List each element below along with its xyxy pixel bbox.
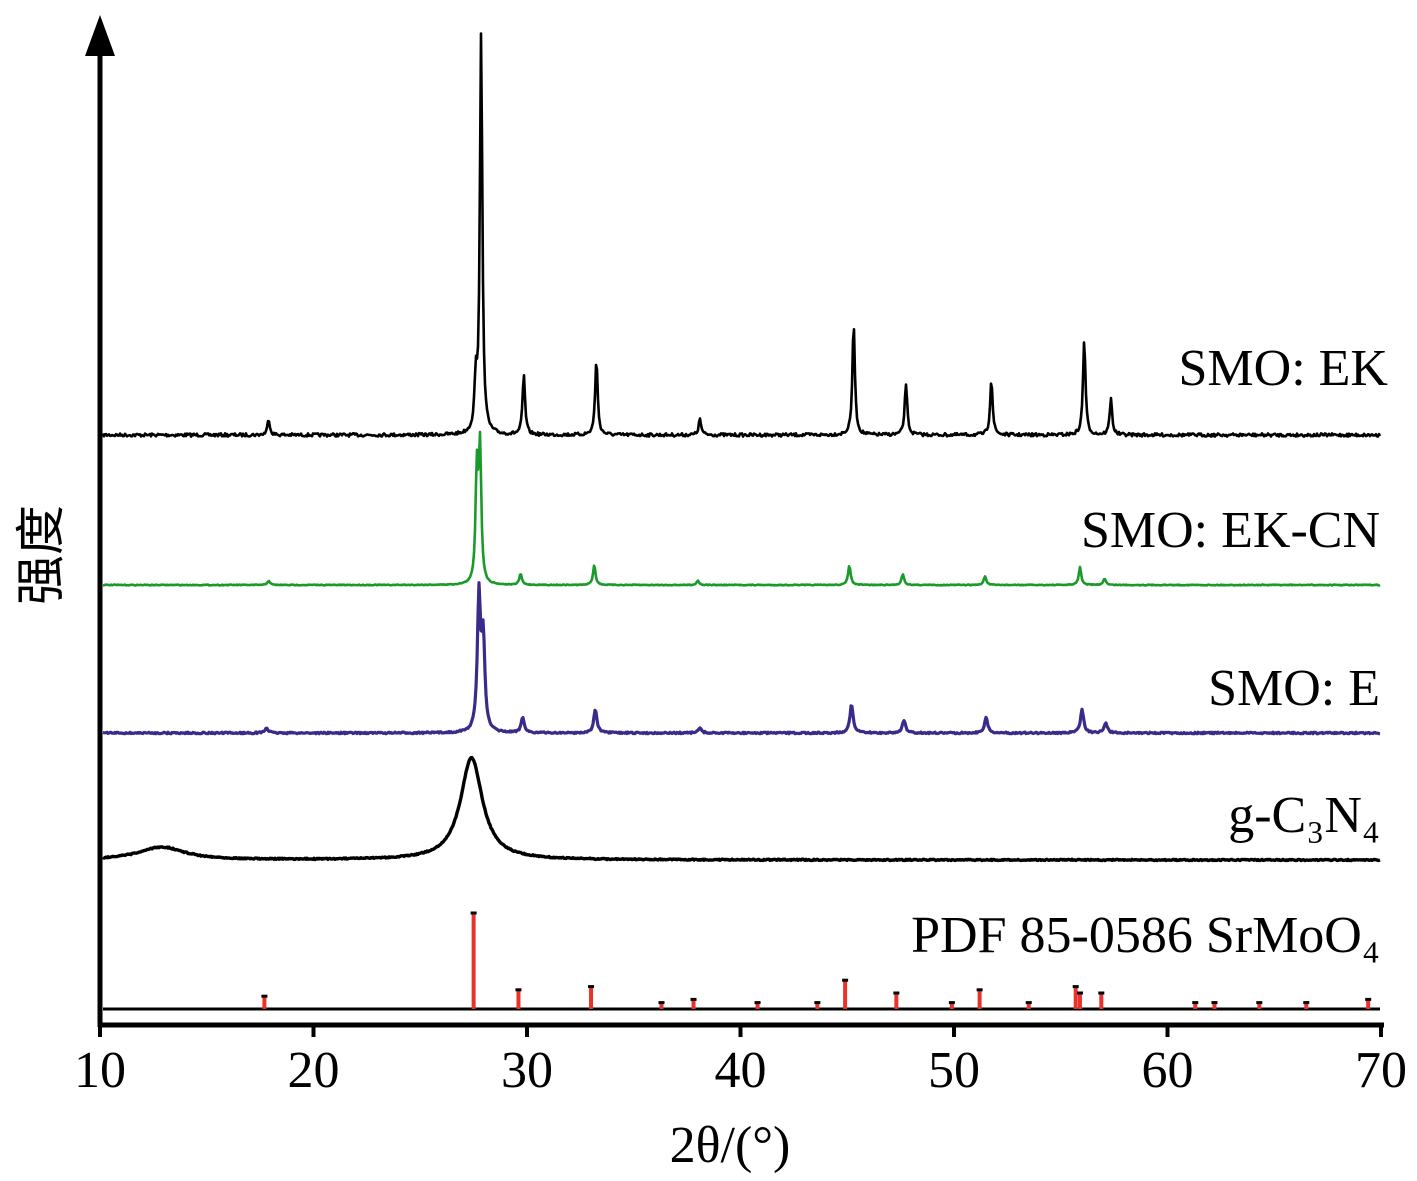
series-line-3	[101, 755, 1381, 863]
axes: 10 20 30 40 50 60 70	[74, 15, 1407, 1099]
series-1	[102, 430, 1381, 587]
y-axis-label: 强度	[12, 505, 70, 605]
series-label-0: SMO: EK	[1179, 340, 1389, 397]
x-axis-label: 2θ/(°)	[670, 1117, 791, 1174]
series-0	[101, 32, 1382, 438]
series-group	[101, 32, 1382, 1011]
series-line-1	[102, 430, 1381, 587]
x-tick-label-20: 20	[288, 1042, 340, 1099]
y-axis-arrow	[85, 15, 115, 56]
series-label-1: SMO: EK-CN	[1081, 502, 1380, 559]
series-3	[101, 755, 1381, 863]
x-tick-label-10: 10	[74, 1042, 126, 1099]
x-tick-label-30: 30	[501, 1042, 553, 1099]
series-4	[103, 911, 1380, 1011]
series-line-2	[102, 581, 1381, 736]
series-label-3: g-C₃N₄	[1228, 787, 1380, 844]
series-label-2: SMO: E	[1208, 660, 1380, 717]
x-tick-label-50: 50	[928, 1042, 980, 1099]
series-label-4: PDF 85-0586 SrMoO₄	[911, 907, 1380, 964]
x-tick-label-70: 70	[1355, 1042, 1407, 1099]
series-2	[102, 581, 1381, 736]
x-tick-label-60: 60	[1142, 1042, 1194, 1099]
x-tick-label-40: 40	[715, 1042, 767, 1099]
series-line-0	[101, 32, 1382, 438]
labels-group: SMO: EK SMO: EK-CN SMO: E g-C₃N₄ PDF 85-0586…	[911, 340, 1388, 964]
